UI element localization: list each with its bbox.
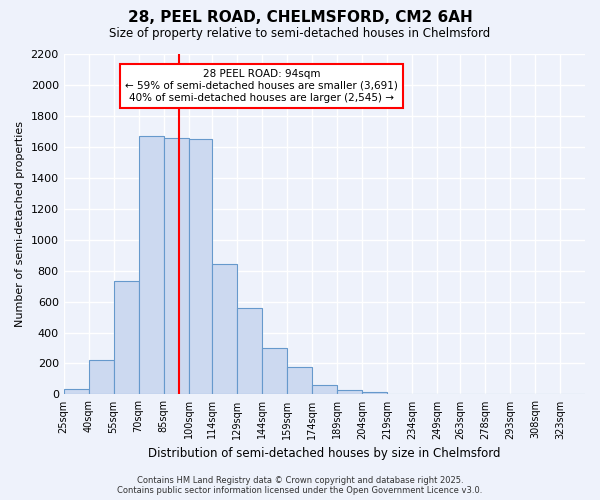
Text: Size of property relative to semi-detached houses in Chelmsford: Size of property relative to semi-detach…: [109, 28, 491, 40]
Bar: [164, 138, 188, 394]
Bar: [312, 385, 337, 394]
Text: Contains HM Land Registry data © Crown copyright and database right 2025.
Contai: Contains HM Land Registry data © Crown c…: [118, 476, 482, 495]
Bar: [362, 392, 387, 394]
Bar: [262, 348, 287, 395]
Bar: [212, 264, 237, 394]
Bar: [188, 139, 212, 394]
X-axis label: Distribution of semi-detached houses by size in Chelmsford: Distribution of semi-detached houses by …: [148, 447, 500, 460]
Text: 28 PEEL ROAD: 94sqm
← 59% of semi-detached houses are smaller (3,691)
40% of sem: 28 PEEL ROAD: 94sqm ← 59% of semi-detach…: [125, 70, 398, 102]
Y-axis label: Number of semi-detached properties: Number of semi-detached properties: [15, 121, 25, 327]
Bar: [287, 366, 312, 394]
Bar: [89, 360, 113, 394]
Bar: [237, 308, 262, 394]
Bar: [64, 389, 89, 394]
Bar: [337, 390, 362, 394]
Bar: [113, 282, 139, 395]
Text: 28, PEEL ROAD, CHELMSFORD, CM2 6AH: 28, PEEL ROAD, CHELMSFORD, CM2 6AH: [128, 10, 472, 25]
Bar: [139, 136, 164, 394]
